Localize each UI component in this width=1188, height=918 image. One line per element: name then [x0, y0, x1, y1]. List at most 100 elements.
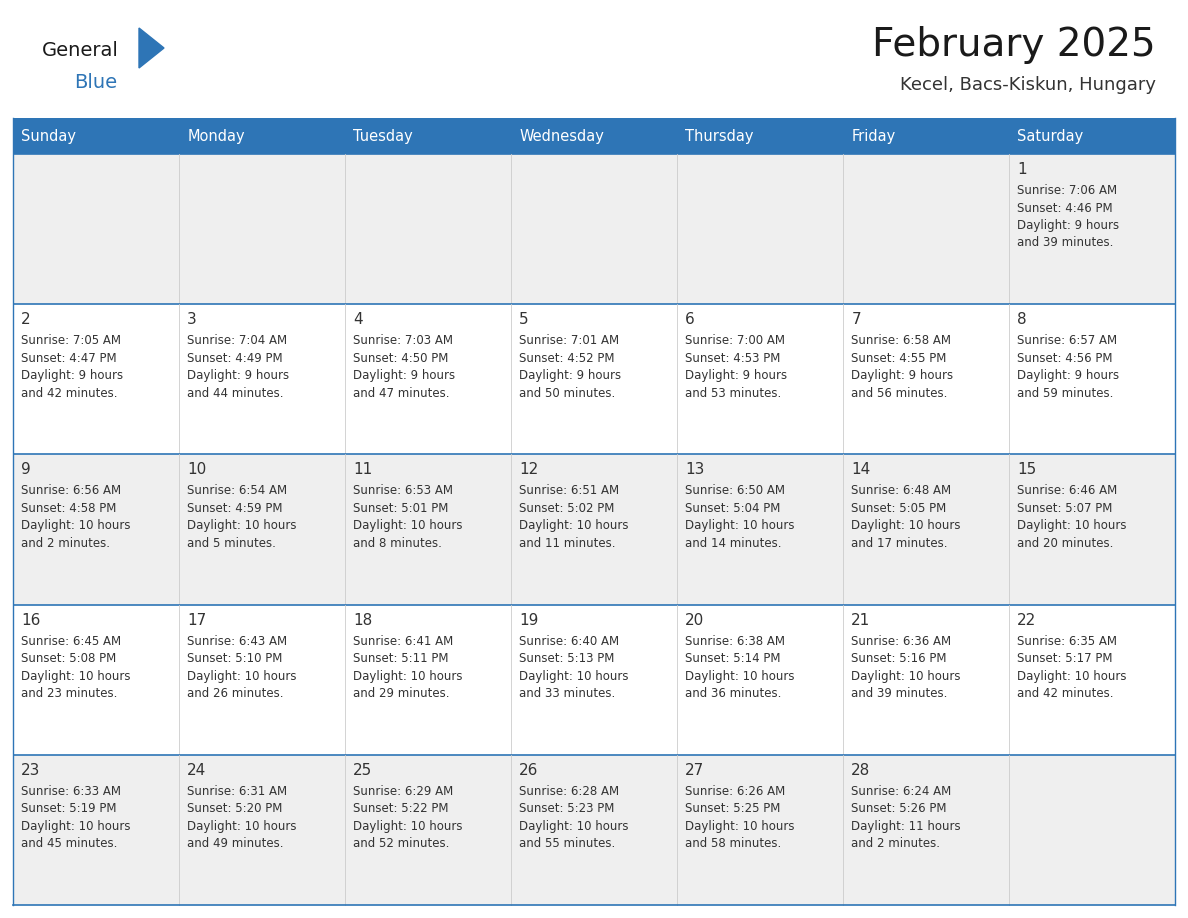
Text: General: General	[42, 40, 119, 60]
Text: 28: 28	[852, 763, 871, 778]
Text: Sunset: 5:23 PM: Sunset: 5:23 PM	[519, 802, 614, 815]
Text: Daylight: 10 hours: Daylight: 10 hours	[21, 520, 131, 532]
Text: Sunrise: 7:04 AM: Sunrise: 7:04 AM	[188, 334, 287, 347]
Text: and 58 minutes.: and 58 minutes.	[685, 837, 782, 850]
Text: Sunrise: 6:48 AM: Sunrise: 6:48 AM	[852, 485, 952, 498]
Text: and 29 minutes.: and 29 minutes.	[353, 687, 450, 700]
Text: Daylight: 10 hours: Daylight: 10 hours	[188, 820, 297, 833]
Text: Daylight: 9 hours: Daylight: 9 hours	[519, 369, 621, 382]
Text: Daylight: 10 hours: Daylight: 10 hours	[519, 820, 628, 833]
Text: Sunset: 5:07 PM: Sunset: 5:07 PM	[1017, 502, 1113, 515]
Text: 9: 9	[21, 463, 31, 477]
Text: and 2 minutes.: and 2 minutes.	[21, 537, 110, 550]
Text: February 2025: February 2025	[872, 26, 1156, 64]
Text: Sunset: 5:05 PM: Sunset: 5:05 PM	[852, 502, 947, 515]
Text: and 5 minutes.: and 5 minutes.	[188, 537, 276, 550]
Text: and 50 minutes.: and 50 minutes.	[519, 386, 615, 399]
Text: Monday: Monday	[188, 129, 245, 143]
Text: Daylight: 10 hours: Daylight: 10 hours	[852, 520, 961, 532]
Text: 3: 3	[188, 312, 197, 327]
Text: and 23 minutes.: and 23 minutes.	[21, 687, 118, 700]
Bar	[179, 118, 345, 154]
Text: Sunrise: 6:28 AM: Sunrise: 6:28 AM	[519, 785, 619, 798]
Text: 24: 24	[188, 763, 207, 778]
Text: Daylight: 11 hours: Daylight: 11 hours	[852, 820, 961, 833]
Text: and 11 minutes.: and 11 minutes.	[519, 537, 615, 550]
Text: 11: 11	[353, 463, 373, 477]
Text: Sunrise: 7:05 AM: Sunrise: 7:05 AM	[21, 334, 121, 347]
Text: Sunrise: 6:45 AM: Sunrise: 6:45 AM	[21, 634, 121, 647]
Text: Daylight: 9 hours: Daylight: 9 hours	[353, 369, 455, 382]
Text: Sunday: Sunday	[21, 129, 76, 143]
Text: 12: 12	[519, 463, 538, 477]
Text: Sunset: 4:46 PM: Sunset: 4:46 PM	[1017, 201, 1113, 215]
Polygon shape	[139, 28, 164, 68]
Text: Sunset: 4:49 PM: Sunset: 4:49 PM	[188, 352, 283, 364]
Text: 10: 10	[188, 463, 207, 477]
Text: Daylight: 10 hours: Daylight: 10 hours	[685, 820, 795, 833]
Text: Sunset: 5:19 PM: Sunset: 5:19 PM	[21, 802, 116, 815]
Text: Sunrise: 6:57 AM: Sunrise: 6:57 AM	[1017, 334, 1118, 347]
Text: Daylight: 10 hours: Daylight: 10 hours	[188, 520, 297, 532]
Text: 1: 1	[1017, 162, 1026, 177]
Text: Sunset: 4:53 PM: Sunset: 4:53 PM	[685, 352, 781, 364]
Text: and 45 minutes.: and 45 minutes.	[21, 837, 118, 850]
Text: Daylight: 10 hours: Daylight: 10 hours	[353, 820, 463, 833]
Text: Sunrise: 6:35 AM: Sunrise: 6:35 AM	[1017, 634, 1117, 647]
Text: and 17 minutes.: and 17 minutes.	[852, 537, 948, 550]
Text: Sunset: 4:59 PM: Sunset: 4:59 PM	[188, 502, 283, 515]
Text: and 42 minutes.: and 42 minutes.	[21, 386, 118, 399]
Text: Daylight: 9 hours: Daylight: 9 hours	[21, 369, 124, 382]
Text: and 26 minutes.: and 26 minutes.	[188, 687, 284, 700]
Text: Sunrise: 6:50 AM: Sunrise: 6:50 AM	[685, 485, 785, 498]
Text: Kecel, Bacs-Kiskun, Hungary: Kecel, Bacs-Kiskun, Hungary	[901, 76, 1156, 94]
Text: 22: 22	[1017, 612, 1037, 628]
Text: Sunrise: 6:58 AM: Sunrise: 6:58 AM	[852, 334, 952, 347]
Text: and 33 minutes.: and 33 minutes.	[519, 687, 615, 700]
Text: and 36 minutes.: and 36 minutes.	[685, 687, 782, 700]
Text: Blue: Blue	[74, 73, 118, 92]
Text: 4: 4	[353, 312, 362, 327]
Bar	[677, 118, 843, 154]
Text: Daylight: 10 hours: Daylight: 10 hours	[1017, 669, 1126, 683]
Text: 21: 21	[852, 612, 871, 628]
Bar	[13, 454, 1175, 605]
Text: Daylight: 10 hours: Daylight: 10 hours	[519, 669, 628, 683]
Text: Sunset: 5:16 PM: Sunset: 5:16 PM	[852, 652, 947, 666]
Text: 2: 2	[21, 312, 31, 327]
Text: 8: 8	[1017, 312, 1026, 327]
Text: Daylight: 10 hours: Daylight: 10 hours	[21, 669, 131, 683]
Text: Sunrise: 6:26 AM: Sunrise: 6:26 AM	[685, 785, 785, 798]
Text: and 47 minutes.: and 47 minutes.	[353, 386, 450, 399]
Text: 14: 14	[852, 463, 871, 477]
Bar	[13, 118, 179, 154]
Text: Sunset: 5:08 PM: Sunset: 5:08 PM	[21, 652, 116, 666]
Text: Daylight: 9 hours: Daylight: 9 hours	[852, 369, 954, 382]
Text: Sunset: 5:26 PM: Sunset: 5:26 PM	[852, 802, 947, 815]
Text: Sunset: 4:52 PM: Sunset: 4:52 PM	[519, 352, 615, 364]
Text: Sunrise: 7:03 AM: Sunrise: 7:03 AM	[353, 334, 454, 347]
Bar	[13, 755, 1175, 905]
Text: 6: 6	[685, 312, 695, 327]
Text: Sunrise: 7:00 AM: Sunrise: 7:00 AM	[685, 334, 785, 347]
Text: Tuesday: Tuesday	[353, 129, 413, 143]
Text: 13: 13	[685, 463, 704, 477]
Bar	[1009, 118, 1175, 154]
Text: Friday: Friday	[852, 129, 896, 143]
Text: Daylight: 10 hours: Daylight: 10 hours	[188, 669, 297, 683]
Text: and 49 minutes.: and 49 minutes.	[188, 837, 284, 850]
Text: Sunrise: 6:38 AM: Sunrise: 6:38 AM	[685, 634, 785, 647]
Text: Daylight: 10 hours: Daylight: 10 hours	[21, 820, 131, 833]
Text: Sunrise: 7:06 AM: Sunrise: 7:06 AM	[1017, 184, 1118, 197]
Text: Daylight: 10 hours: Daylight: 10 hours	[685, 669, 795, 683]
Text: and 14 minutes.: and 14 minutes.	[685, 537, 782, 550]
Text: and 39 minutes.: and 39 minutes.	[852, 687, 948, 700]
Text: Sunset: 5:20 PM: Sunset: 5:20 PM	[188, 802, 283, 815]
Text: Sunrise: 6:29 AM: Sunrise: 6:29 AM	[353, 785, 454, 798]
Text: Sunrise: 6:53 AM: Sunrise: 6:53 AM	[353, 485, 454, 498]
Text: Sunset: 5:13 PM: Sunset: 5:13 PM	[519, 652, 614, 666]
Text: 27: 27	[685, 763, 704, 778]
Text: Sunrise: 6:43 AM: Sunrise: 6:43 AM	[188, 634, 287, 647]
Text: Sunrise: 6:41 AM: Sunrise: 6:41 AM	[353, 634, 454, 647]
Text: Daylight: 10 hours: Daylight: 10 hours	[353, 520, 463, 532]
